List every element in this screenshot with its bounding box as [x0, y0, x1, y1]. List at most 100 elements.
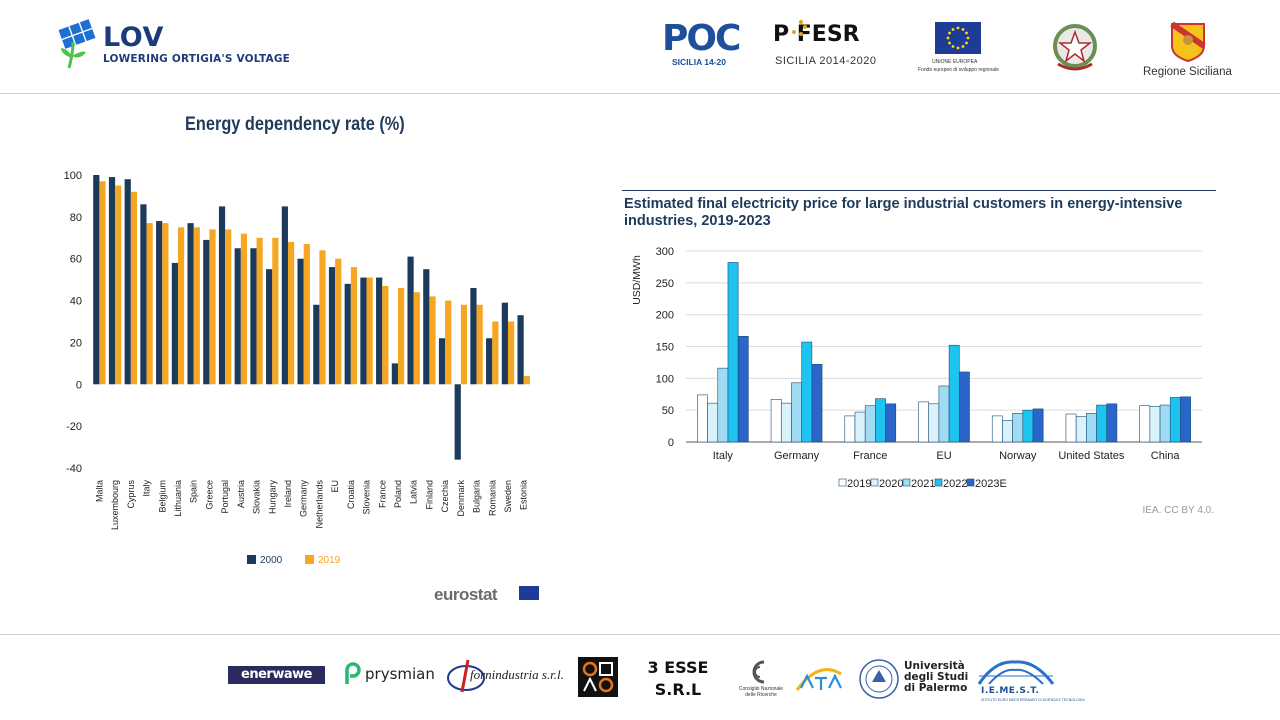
y-tick-label: 100	[656, 373, 674, 385]
legend-swatch-2023E	[966, 478, 975, 487]
y-tick-label: 300	[656, 246, 674, 258]
itae-mark-icon	[795, 668, 842, 691]
x-tick-label: Romania	[487, 480, 497, 516]
x-tick-label: Germany	[299, 480, 309, 518]
bar-2000	[313, 304, 320, 385]
legend-label-2020: 2020	[879, 478, 903, 490]
poc-logo: POC SICILIA 14-20	[662, 18, 742, 68]
eu-subtitle-1: UNIONE EUROPEA	[932, 59, 978, 65]
sicily-region-label: Regione Siciliana	[1143, 66, 1232, 78]
x-tick-label: China	[1151, 450, 1181, 462]
lov-logo: LOV LOWERING ORTIGIA'S VOLTAGE	[55, 18, 295, 74]
eurostat-flag-icon	[519, 586, 539, 600]
cnr-mark-icon	[752, 660, 765, 684]
x-tick-label: Croatia	[346, 480, 356, 509]
bar-2019	[1065, 413, 1077, 443]
prysmian-logo: prysmian	[341, 662, 436, 688]
bar-2000	[517, 315, 524, 385]
bar-2000	[234, 248, 241, 385]
bar-2019	[287, 241, 295, 385]
x-tick-label: Poland	[393, 480, 403, 508]
x-tick-label: Slovakia	[252, 480, 262, 514]
x-tick-label: Denmark	[456, 480, 466, 517]
bar-2000	[328, 267, 336, 385]
tre-esse-line-2: S.R.L	[654, 680, 702, 699]
x-tick-label: United States	[1058, 450, 1125, 462]
x-tick-label: Portugal	[220, 480, 230, 514]
y-tick-label: 0	[668, 437, 674, 449]
bar-2019	[523, 375, 530, 385]
bar-2019	[225, 229, 232, 385]
right-chart-title: Estimated final electricity price for la…	[624, 196, 1183, 229]
apeo-mark-icon	[582, 661, 614, 693]
y-tick-label: -40	[66, 463, 82, 475]
y-tick-label: 200	[656, 310, 674, 322]
bar-2000	[376, 277, 383, 385]
y-tick-label: 150	[656, 342, 674, 354]
x-tick-label: Czechia	[440, 480, 450, 513]
x-tick-label: EU	[330, 480, 340, 493]
bar-2000	[140, 204, 147, 385]
prysmian-mark-icon	[345, 662, 361, 684]
right-chart-top-rule	[622, 190, 1216, 191]
bar-2019	[697, 394, 708, 443]
electricity-price-chart: 0 50 100 150 200 250 300 USD/MWh Italy Germany Fra…	[631, 246, 1214, 516]
x-tick-label: Bulgaria	[472, 480, 482, 513]
bar-2019	[115, 185, 122, 385]
bar-2000	[423, 269, 430, 385]
itae-logo	[793, 664, 845, 696]
fornindustria-name: fornindustria s.r.l.	[470, 667, 564, 682]
trinacria-shield-icon	[1170, 22, 1206, 62]
bar-2019	[193, 227, 200, 385]
bar-2000	[124, 179, 131, 385]
y-tick-label: 100	[64, 170, 82, 182]
poc-subtitle: SICILIA 14-20	[672, 57, 727, 67]
y-tick-label: -20	[66, 421, 82, 433]
bar-2019	[240, 233, 248, 385]
unipa-seal-icon	[859, 659, 899, 699]
bar-2019	[319, 250, 326, 385]
iemest-name: I.E.ME.S.T.	[981, 686, 1040, 696]
bar-2019	[303, 244, 310, 385]
bar-2000	[171, 262, 178, 385]
x-tick-label: Ireland	[283, 480, 293, 508]
bar-2020	[707, 402, 719, 443]
legend-swatch-2021	[902, 478, 911, 487]
bar-2019	[335, 258, 342, 385]
x-tick-label: Greece	[204, 480, 214, 510]
eu-subtitle-2: Fondo europeo di sviluppo regionale	[918, 67, 999, 73]
bar-2019	[492, 321, 499, 385]
bar-2019	[460, 304, 468, 385]
footer-divider	[0, 634, 1280, 635]
bar-2000	[266, 269, 273, 385]
bar-2022	[1096, 404, 1108, 443]
bar-2022	[875, 398, 886, 443]
bar-2019	[413, 292, 420, 385]
legend-label-2000: 2000	[260, 555, 283, 566]
fornindustria-logo: fornindustria s.r.l.	[446, 656, 566, 696]
bar-2020	[1149, 406, 1161, 443]
tre-esse-logo: 3 ESSE S.R.L	[640, 657, 716, 701]
bar-2019	[146, 223, 153, 385]
y-tick-label: 40	[70, 296, 82, 308]
bar-2022	[948, 344, 960, 443]
bar-2000	[407, 256, 414, 385]
bar-2000	[93, 175, 100, 385]
bar-2021	[1012, 413, 1024, 443]
legend-label-2021: 2021	[911, 478, 935, 490]
bar-2000	[360, 277, 367, 385]
bar-2021	[1086, 413, 1097, 443]
y-tick-label: 20	[70, 337, 82, 349]
bar-2023E	[958, 371, 970, 443]
eu-logo: UNIONE EUROPEA Fondo europeo di sviluppo…	[918, 22, 1002, 78]
bar-2019	[1139, 405, 1151, 443]
x-tick-label: EU	[936, 450, 951, 462]
bar-2022	[1169, 397, 1181, 443]
x-tick-label: Malta	[94, 480, 104, 502]
bar-2023E	[885, 403, 897, 443]
x-tick-label: Estonia	[519, 480, 529, 510]
bar-2000	[501, 302, 508, 385]
x-tick-label: Spain	[189, 480, 199, 503]
bar-2000	[203, 239, 210, 385]
bar-2020	[928, 403, 940, 443]
